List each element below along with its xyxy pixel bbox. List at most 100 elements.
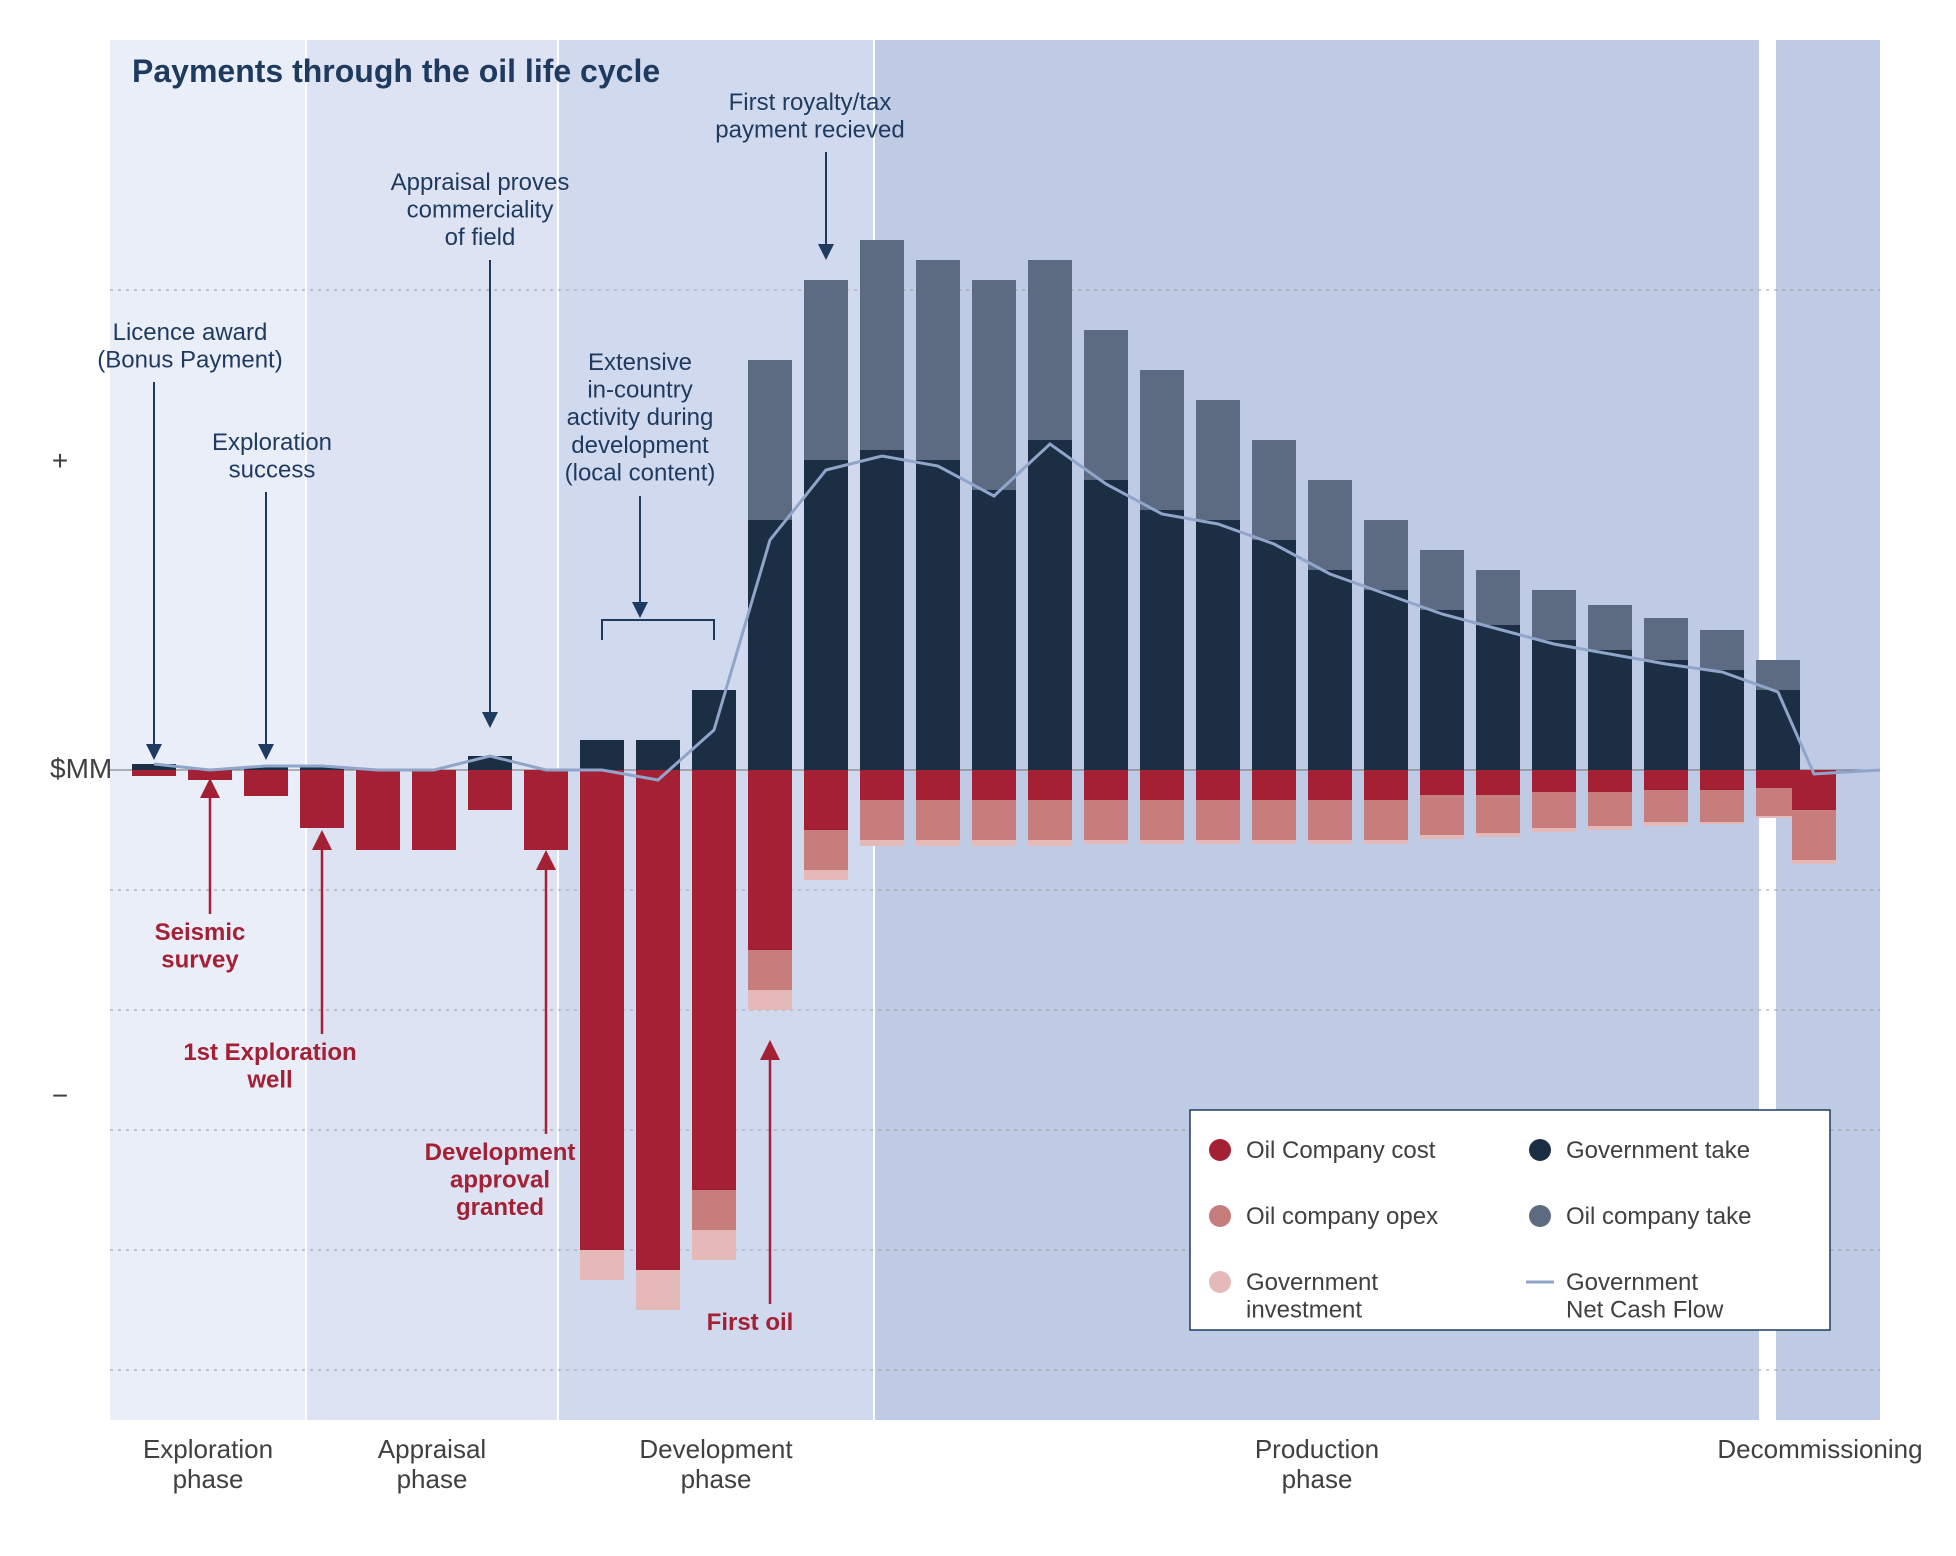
bar-government-investment bbox=[1308, 840, 1352, 844]
legend-label: Oil Company cost bbox=[1246, 1137, 1436, 1164]
bar-government-investment bbox=[1476, 833, 1520, 837]
phase-label: Decommissioning bbox=[1717, 1434, 1922, 1464]
bar-government-take bbox=[748, 520, 792, 770]
bar-government-investment bbox=[1140, 840, 1184, 844]
bar-government-take bbox=[580, 740, 624, 770]
bar-oil-company-cost bbox=[1196, 770, 1240, 800]
bar-government-take bbox=[804, 460, 848, 770]
bar-oil-company-cost bbox=[1476, 770, 1520, 795]
bar-oil-company-cost bbox=[1140, 770, 1184, 800]
bar-government-take bbox=[916, 460, 960, 770]
bar-government-investment bbox=[916, 840, 960, 846]
bar-oil-company-cost bbox=[1588, 770, 1632, 792]
bar-government-take bbox=[1476, 625, 1520, 770]
bar-oil-company-take bbox=[1140, 370, 1184, 510]
bar-oil-company-cost bbox=[748, 770, 792, 950]
bar-government-investment bbox=[748, 990, 792, 1010]
bar-government-take bbox=[1644, 660, 1688, 770]
bar-oil-company-take bbox=[1532, 590, 1576, 640]
bar-government-investment bbox=[1420, 835, 1464, 839]
bar-oil-company-take bbox=[1084, 330, 1128, 480]
bar-oil-company-cost bbox=[580, 770, 624, 1250]
bar-oil-company-cost bbox=[636, 770, 680, 1270]
bar-government-take bbox=[1252, 540, 1296, 770]
bar-government-investment bbox=[1644, 822, 1688, 826]
bar-government-take bbox=[1196, 520, 1240, 770]
yaxis-minus: − bbox=[52, 1080, 68, 1111]
bar-oil-company-take bbox=[860, 240, 904, 450]
bar-oil-company-take bbox=[1028, 260, 1072, 440]
bar-oil-company-opex bbox=[1644, 790, 1688, 822]
bar-government-take bbox=[1308, 570, 1352, 770]
bar-government-investment bbox=[1084, 840, 1128, 844]
bar-oil-company-cost bbox=[1700, 770, 1744, 790]
bar-oil-company-cost bbox=[524, 770, 568, 850]
annotation-top: First royalty/taxpayment recieved bbox=[715, 89, 904, 144]
bar-oil-company-cost bbox=[300, 770, 344, 828]
yaxis-plus: + bbox=[52, 445, 68, 476]
bar-oil-company-cost bbox=[1364, 770, 1408, 800]
phase-label: Productionphase bbox=[1255, 1434, 1379, 1494]
legend-label: Government take bbox=[1566, 1137, 1750, 1164]
bar-oil-company-cost bbox=[132, 770, 176, 776]
legend-swatch bbox=[1529, 1205, 1551, 1227]
bar-government-investment bbox=[804, 870, 848, 880]
legend-label: Governmentinvestment bbox=[1246, 1269, 1378, 1324]
bar-oil-company-opex bbox=[1700, 790, 1744, 822]
bar-government-investment bbox=[1792, 860, 1836, 864]
bar-oil-company-cost bbox=[412, 770, 456, 850]
legend-swatch bbox=[1529, 1139, 1551, 1161]
bar-oil-company-opex bbox=[1532, 792, 1576, 828]
legend-swatch bbox=[1209, 1271, 1231, 1293]
bar-oil-company-cost bbox=[1792, 770, 1836, 810]
phase-label: Appraisalphase bbox=[378, 1434, 486, 1494]
bar-oil-company-cost bbox=[1532, 770, 1576, 792]
bar-oil-company-opex bbox=[692, 1190, 736, 1230]
bar-government-investment bbox=[1028, 840, 1072, 846]
bar-oil-company-cost bbox=[1028, 770, 1072, 800]
bar-oil-company-take bbox=[1700, 630, 1744, 670]
bar-oil-company-take bbox=[1588, 605, 1632, 650]
bar-oil-company-take bbox=[1252, 440, 1296, 540]
bar-government-take bbox=[1420, 610, 1464, 770]
bar-government-investment bbox=[972, 840, 1016, 846]
bar-government-take bbox=[1588, 650, 1632, 770]
bar-government-take bbox=[1532, 640, 1576, 770]
oil-life-cycle-chart: Payments through the oil life cycle + − $MM… bbox=[0, 0, 1956, 1556]
bar-oil-company-cost bbox=[244, 770, 288, 796]
bar-oil-company-cost bbox=[916, 770, 960, 800]
bar-government-take bbox=[1028, 440, 1072, 770]
bar-oil-company-take bbox=[1476, 570, 1520, 625]
bar-oil-company-opex bbox=[1196, 800, 1240, 840]
phase-label: Developmentphase bbox=[639, 1434, 793, 1494]
bar-oil-company-cost bbox=[1308, 770, 1352, 800]
bar-oil-company-opex bbox=[1792, 810, 1836, 860]
yaxis-unit: $MM bbox=[50, 753, 112, 784]
bar-oil-company-opex bbox=[1140, 800, 1184, 840]
bar-government-investment bbox=[1252, 840, 1296, 844]
bar-oil-company-cost bbox=[1084, 770, 1128, 800]
bar-government-investment bbox=[1364, 840, 1408, 844]
chart-title: Payments through the oil life cycle bbox=[132, 53, 660, 89]
bar-oil-company-cost bbox=[468, 770, 512, 810]
annotation-bottom: Seismicsurvey bbox=[155, 919, 246, 974]
bar-oil-company-opex bbox=[1252, 800, 1296, 840]
bar-oil-company-take bbox=[748, 360, 792, 520]
bar-government-investment bbox=[580, 1250, 624, 1280]
bar-oil-company-take bbox=[916, 260, 960, 460]
bar-oil-company-opex bbox=[1028, 800, 1072, 840]
bar-oil-company-take bbox=[1420, 550, 1464, 610]
annotation-bottom: First oil bbox=[707, 1309, 794, 1336]
bar-oil-company-opex bbox=[860, 800, 904, 840]
bar-oil-company-take bbox=[1364, 520, 1408, 590]
bar-oil-company-cost bbox=[1644, 770, 1688, 790]
bar-oil-company-opex bbox=[1084, 800, 1128, 840]
legend-swatch bbox=[1209, 1205, 1231, 1227]
bar-government-take bbox=[1700, 670, 1744, 770]
bar-government-investment bbox=[860, 840, 904, 846]
bar-oil-company-opex bbox=[1420, 795, 1464, 835]
legend-label: Oil company opex bbox=[1246, 1203, 1438, 1230]
bar-oil-company-opex bbox=[1476, 795, 1520, 833]
bar-government-investment bbox=[636, 1270, 680, 1310]
phase-label: Explorationphase bbox=[143, 1434, 273, 1494]
